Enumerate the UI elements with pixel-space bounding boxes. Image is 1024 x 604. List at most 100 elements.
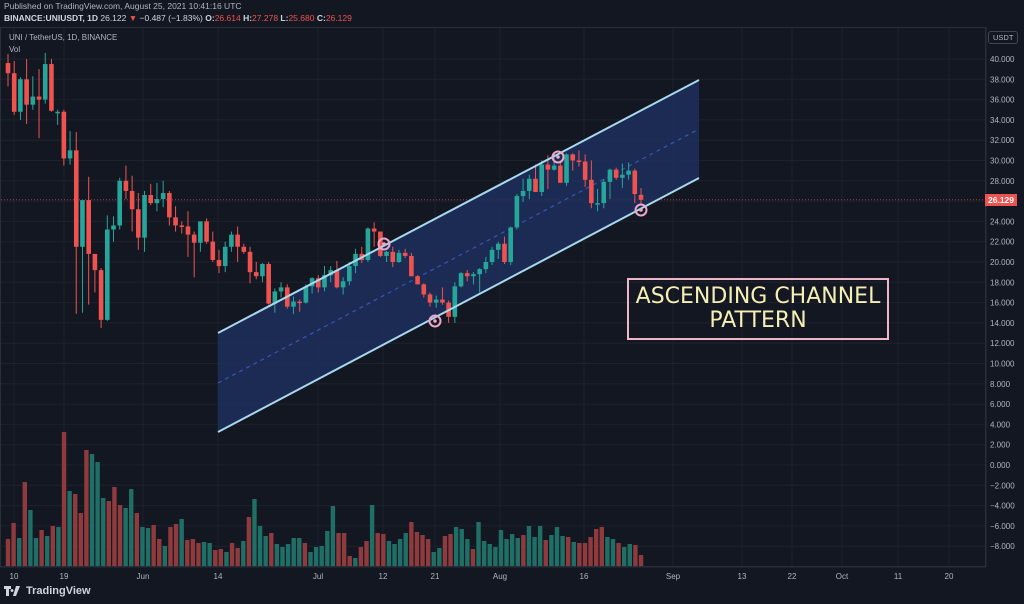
volume-bar <box>28 510 33 566</box>
close-label: C: <box>316 13 326 23</box>
volume-bar <box>442 536 448 566</box>
volume-bar <box>509 534 515 566</box>
volume-bar <box>218 549 224 566</box>
candle-body <box>402 252 408 256</box>
candle-body <box>613 169 619 178</box>
volume-bar <box>582 543 588 566</box>
volume-bar <box>532 537 537 566</box>
touch-marker-dot <box>382 242 386 246</box>
volume-bar <box>470 549 476 566</box>
volume-bar <box>336 533 341 566</box>
volume-bar <box>145 528 151 566</box>
volume-bar <box>493 547 498 566</box>
candle-body <box>42 64 48 100</box>
volume-bar <box>341 533 347 566</box>
candle-body <box>24 79 29 105</box>
candle-body <box>117 180 123 226</box>
annotation-box[interactable]: ASCENDING CHANNEL PATTERN <box>627 278 889 340</box>
candle-body <box>452 286 458 317</box>
candle-body <box>582 161 588 180</box>
candle-body <box>315 278 321 288</box>
price-tick-label: 2.000 <box>990 441 1011 450</box>
candle-body <box>334 270 340 288</box>
candle-body <box>632 170 638 194</box>
candle-body <box>104 229 110 320</box>
candle-body <box>148 195 154 204</box>
channel-lower-line <box>217 177 700 433</box>
price-tick-label: 34.000 <box>990 116 1015 125</box>
volume-bar <box>459 529 464 566</box>
down-arrow-icon: ▼ <box>128 13 138 23</box>
candle-body <box>11 73 17 112</box>
time-tick-label: Jun <box>137 572 150 581</box>
volume-bar <box>616 543 621 566</box>
volume-bar <box>425 539 431 566</box>
volume-bar <box>386 541 392 566</box>
footer-brand[interactable]: TradingView <box>4 585 91 597</box>
volume-bar <box>196 543 201 566</box>
price-tick-label: 28.000 <box>990 177 1015 186</box>
volume-bar <box>319 546 324 566</box>
candle-body <box>73 150 79 247</box>
candle-body <box>123 180 129 191</box>
legend-volume: Vol <box>9 45 21 54</box>
time-tick-label: 11 <box>894 572 903 581</box>
volume-bar <box>353 558 358 566</box>
volume-bar <box>285 544 291 566</box>
volume-bar <box>95 462 100 566</box>
volume-bar <box>140 527 145 566</box>
touch-marker-dot <box>433 319 437 323</box>
candle-body <box>576 160 582 162</box>
volume-bar <box>257 526 263 566</box>
candle-body <box>247 251 253 273</box>
volume-bar <box>504 539 509 566</box>
volume-bar <box>61 432 67 566</box>
channel-fill <box>218 80 699 432</box>
candle-body <box>154 199 160 204</box>
volume-bar <box>330 506 336 566</box>
open-label: O: <box>205 13 215 23</box>
candle-body <box>508 227 513 262</box>
low-value: 25.680 <box>288 13 315 23</box>
price-tick-label: 12.000 <box>990 339 1015 348</box>
annotation-line-1: ASCENDING CHANNEL <box>635 284 881 309</box>
volume-bar <box>89 454 95 566</box>
volume-bar <box>207 543 212 566</box>
volume-bar <box>481 541 487 566</box>
price-tick-label: 30.000 <box>990 157 1015 166</box>
candle-body <box>204 221 209 242</box>
volume-bar <box>274 544 280 566</box>
candle-body <box>291 301 296 307</box>
currency-badge[interactable]: USDT <box>988 31 1019 44</box>
price-tick-label: 40.000 <box>990 55 1015 64</box>
volume-bar <box>364 541 369 566</box>
candle-body <box>384 251 389 256</box>
volume-bar <box>605 537 610 566</box>
time-tick-label: 19 <box>60 572 69 581</box>
volume-bar <box>45 536 50 566</box>
annotation-line-2: PATTERN <box>709 308 807 333</box>
candle-body <box>589 179 594 204</box>
candle-body <box>495 243 501 250</box>
price-tick-label: 8.000 <box>990 380 1011 389</box>
volume-bar <box>33 538 39 566</box>
time-tick-label: 12 <box>379 572 388 581</box>
volume-bar <box>157 539 162 566</box>
volume-bar <box>313 547 319 566</box>
candle-body <box>136 209 141 238</box>
candle-body <box>390 251 396 262</box>
volume-bar <box>179 519 184 566</box>
volume-bar <box>610 539 616 566</box>
volume-bar <box>453 527 459 566</box>
candle-body <box>67 150 73 159</box>
volume-bar <box>437 548 442 566</box>
candle-body <box>347 266 352 282</box>
price-tick-label: 0.000 <box>990 461 1011 470</box>
candle-body <box>278 287 284 292</box>
volume-bar <box>73 494 78 566</box>
candle-body <box>61 111 67 159</box>
volume-bar <box>465 539 470 566</box>
volume-bar <box>627 544 632 566</box>
time-tick-label: Jul <box>313 572 323 581</box>
